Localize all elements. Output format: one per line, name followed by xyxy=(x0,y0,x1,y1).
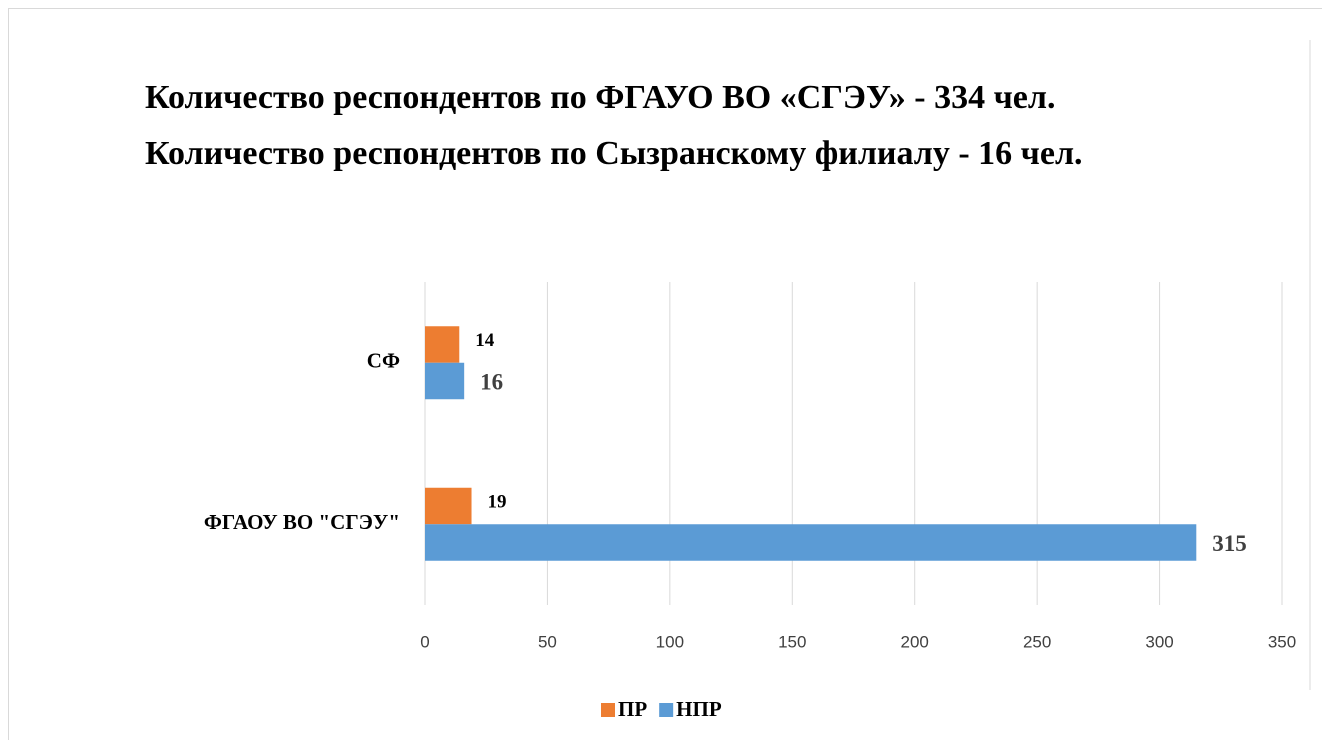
data-label: 16 xyxy=(480,369,503,394)
legend-swatch xyxy=(601,703,615,717)
x-tick-label: 200 xyxy=(901,632,929,651)
x-tick-label: 350 xyxy=(1268,632,1296,651)
x-tick-label: 50 xyxy=(538,632,557,651)
y-tick-label: ФГАОУ ВО "СГЭУ" xyxy=(204,510,400,534)
legend-label: НПР xyxy=(676,697,722,721)
bar xyxy=(425,326,460,363)
bar xyxy=(425,524,1197,561)
legend-swatch xyxy=(659,703,674,717)
bar xyxy=(425,487,472,525)
legend-label: ПР xyxy=(618,697,647,721)
x-tick-label: 250 xyxy=(1023,632,1051,651)
x-tick-label: 0 xyxy=(420,632,429,651)
bar xyxy=(425,362,465,400)
chart-border xyxy=(8,8,1322,740)
data-label: 315 xyxy=(1212,531,1247,556)
x-tick-label: 100 xyxy=(656,632,684,651)
x-tick-label: 150 xyxy=(778,632,806,651)
chart-title: Количество респондентов по ФГАУО ВО «СГЭ… xyxy=(145,79,1055,116)
data-label: 19 xyxy=(488,491,507,512)
data-label: 14 xyxy=(475,330,495,351)
x-tick-label: 300 xyxy=(1145,632,1173,651)
chart-subtitle: Количество респондентов по Сызранскому ф… xyxy=(145,135,1083,172)
y-tick-label: СФ xyxy=(367,349,400,373)
